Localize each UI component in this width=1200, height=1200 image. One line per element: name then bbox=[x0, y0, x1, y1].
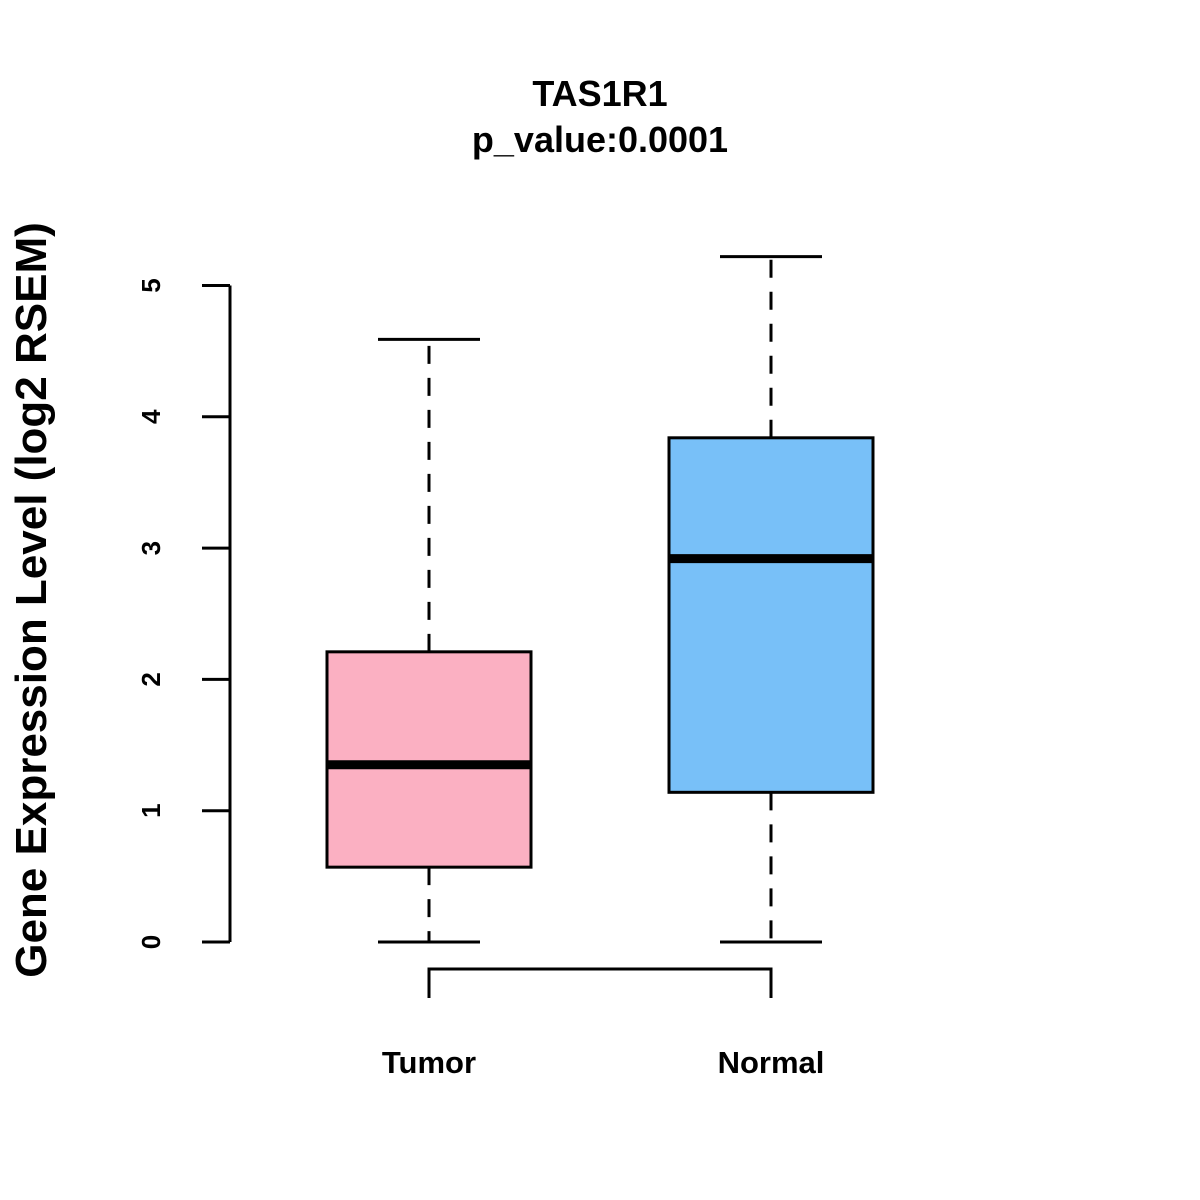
y-tick-label: 2 bbox=[136, 672, 166, 686]
y-tick-label: 0 bbox=[136, 935, 166, 949]
bracket-line bbox=[427, 967, 773, 998]
y-tick-label: 1 bbox=[136, 803, 166, 817]
iqr-box bbox=[325, 650, 533, 869]
y-axis: 0 1 2 3 4 5 bbox=[136, 278, 232, 949]
category-label-tumor: Tumor bbox=[382, 1045, 476, 1080]
category-label-normal: Normal bbox=[718, 1045, 825, 1080]
y-tick-label: 4 bbox=[136, 409, 166, 424]
boxes-layer bbox=[325, 255, 875, 944]
box-tumor bbox=[325, 337, 533, 944]
chart-title: TAS1R1 bbox=[532, 73, 667, 114]
comparison-bracket bbox=[427, 967, 773, 998]
iqr-box bbox=[667, 436, 875, 794]
chart-subtitle: p_value:0.0001 bbox=[472, 119, 728, 160]
y-tick-label: 5 bbox=[136, 278, 166, 292]
category-labels: Tumor Normal bbox=[382, 1045, 824, 1080]
y-tick-label: 3 bbox=[136, 541, 166, 555]
y-axis-label: Gene Expression Level (log2 RSEM) bbox=[7, 222, 56, 978]
box-normal bbox=[667, 255, 875, 944]
